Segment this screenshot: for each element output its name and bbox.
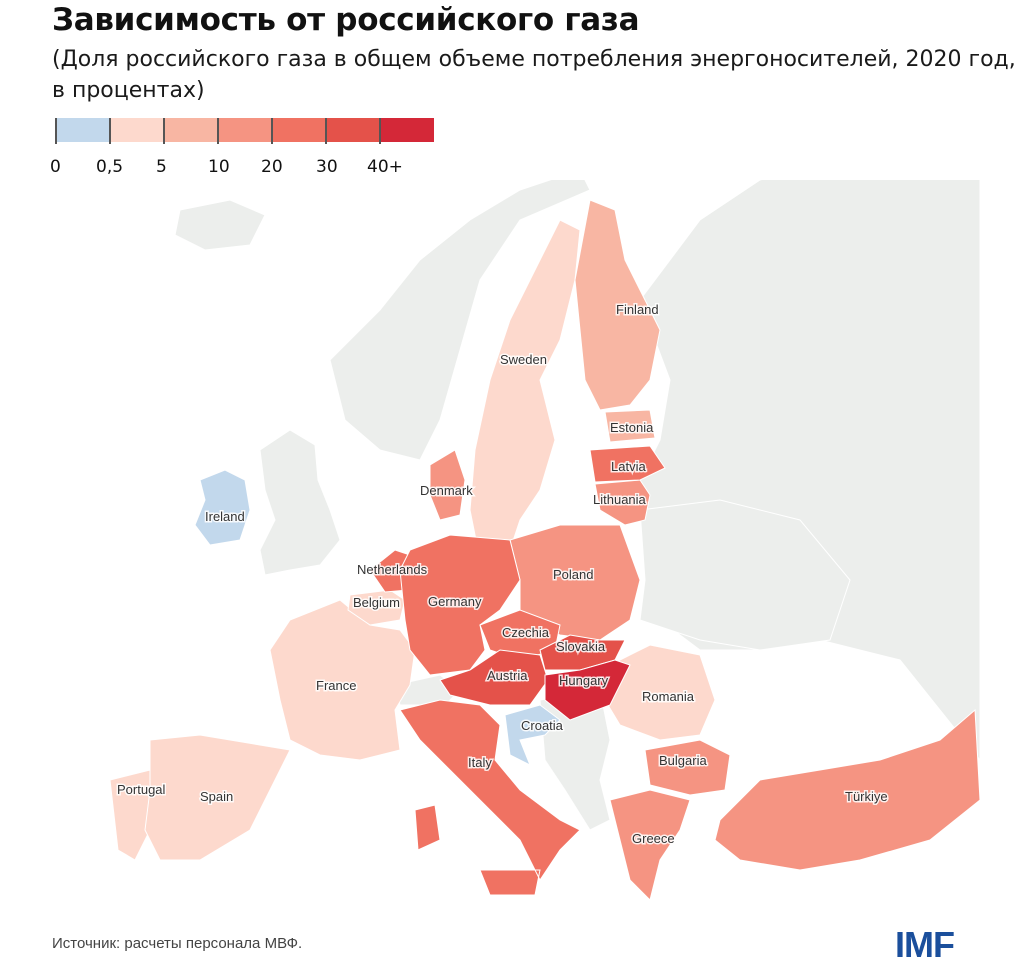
country-label: Czechia (502, 625, 550, 640)
country-slovakia[interactable] (539, 634, 626, 671)
legend-label: 30 (316, 157, 338, 177)
legend-label: 0 (50, 157, 61, 177)
country-romania[interactable] (604, 644, 716, 741)
legend-swatch (271, 118, 326, 144)
country-label: Spain (200, 789, 233, 804)
country-france[interactable] (269, 599, 416, 761)
country-label: Bulgaria (659, 753, 707, 768)
chart-title: Зависимость от российского газа (52, 2, 640, 38)
no-data-land (174, 180, 981, 831)
country-label: Estonia (610, 420, 654, 435)
country-label: Hungary (559, 673, 609, 688)
country-labels: Finland Sweden Estonia Latvia Lithuania Denma… (116, 301, 890, 848)
country-label: Ireland (205, 509, 245, 524)
uk-landmass (259, 429, 341, 576)
legend-label: 20 (261, 157, 283, 177)
country-label: Sweden (500, 352, 547, 367)
legend-swatch (163, 118, 218, 144)
country-label: Lithuania (593, 492, 647, 507)
country-spain[interactable] (144, 734, 291, 861)
ukraine-belarus-landmass (639, 499, 851, 651)
country-label: Slovakia (556, 639, 606, 654)
country-label: Finland (616, 302, 659, 317)
legend-tick (163, 118, 165, 144)
source-note: Источник: расчеты персонала МВФ. (52, 935, 303, 952)
country-finland[interactable] (574, 199, 661, 411)
legend-label: 0,5 (96, 157, 124, 177)
country-denmark[interactable] (429, 449, 466, 521)
iceland-landmass (174, 199, 266, 251)
chart-subtitle: (Доля российского газа в общем объеме по… (52, 47, 1016, 103)
country-label: Romania (642, 689, 695, 704)
country-croatia[interactable] (504, 704, 561, 767)
legend-tick (109, 118, 111, 144)
legend-label: 40+ (367, 157, 403, 177)
country-label: Germany (428, 594, 482, 609)
legend-swatch (379, 118, 434, 144)
country-label: Croatia (521, 718, 564, 733)
country-label: Austria (487, 668, 528, 683)
legend-tick (325, 118, 327, 144)
legend-swatch (325, 118, 380, 144)
country-portugal[interactable] (109, 769, 151, 861)
imf-logo: IMF (895, 924, 955, 965)
legend-tick (217, 118, 219, 144)
country-greece[interactable] (609, 789, 691, 901)
country-label: Italy (468, 755, 492, 770)
country-label: Belgium (353, 595, 400, 610)
legend-tick (271, 118, 273, 144)
country-ireland[interactable] (194, 469, 251, 546)
legend-label: 10 (208, 157, 230, 177)
norway-landmass (329, 180, 591, 461)
country-label: France (316, 678, 356, 693)
legend-tick (55, 118, 57, 144)
country-sweden[interactable] (469, 219, 581, 566)
country-trkiye[interactable] (714, 708, 981, 871)
country-latvia[interactable] (589, 445, 666, 483)
country-label: Poland (553, 567, 593, 582)
country-bulgaria[interactable] (644, 739, 731, 796)
legend-swatch (109, 118, 164, 144)
country-estonia[interactable] (604, 409, 656, 443)
color-legend (55, 118, 434, 144)
country-label: Latvia (611, 459, 646, 474)
country-poland[interactable] (509, 524, 641, 641)
country-label: Türkiye (845, 789, 888, 804)
country-label: Greece (632, 831, 675, 846)
country-italy[interactable] (399, 699, 581, 896)
legend-swatch (217, 118, 272, 144)
legend-tick (379, 118, 381, 144)
country-label: Portugal (117, 782, 166, 797)
country-hungary[interactable] (544, 659, 631, 721)
country-label: Netherlands (357, 562, 428, 577)
legend-label: 5 (156, 157, 167, 177)
country-label: Denmark (420, 483, 473, 498)
country-regions (109, 199, 981, 901)
europe-map: Finland Sweden Estonia Latvia Lithuania Denma… (109, 180, 981, 901)
legend-swatch (55, 118, 110, 144)
